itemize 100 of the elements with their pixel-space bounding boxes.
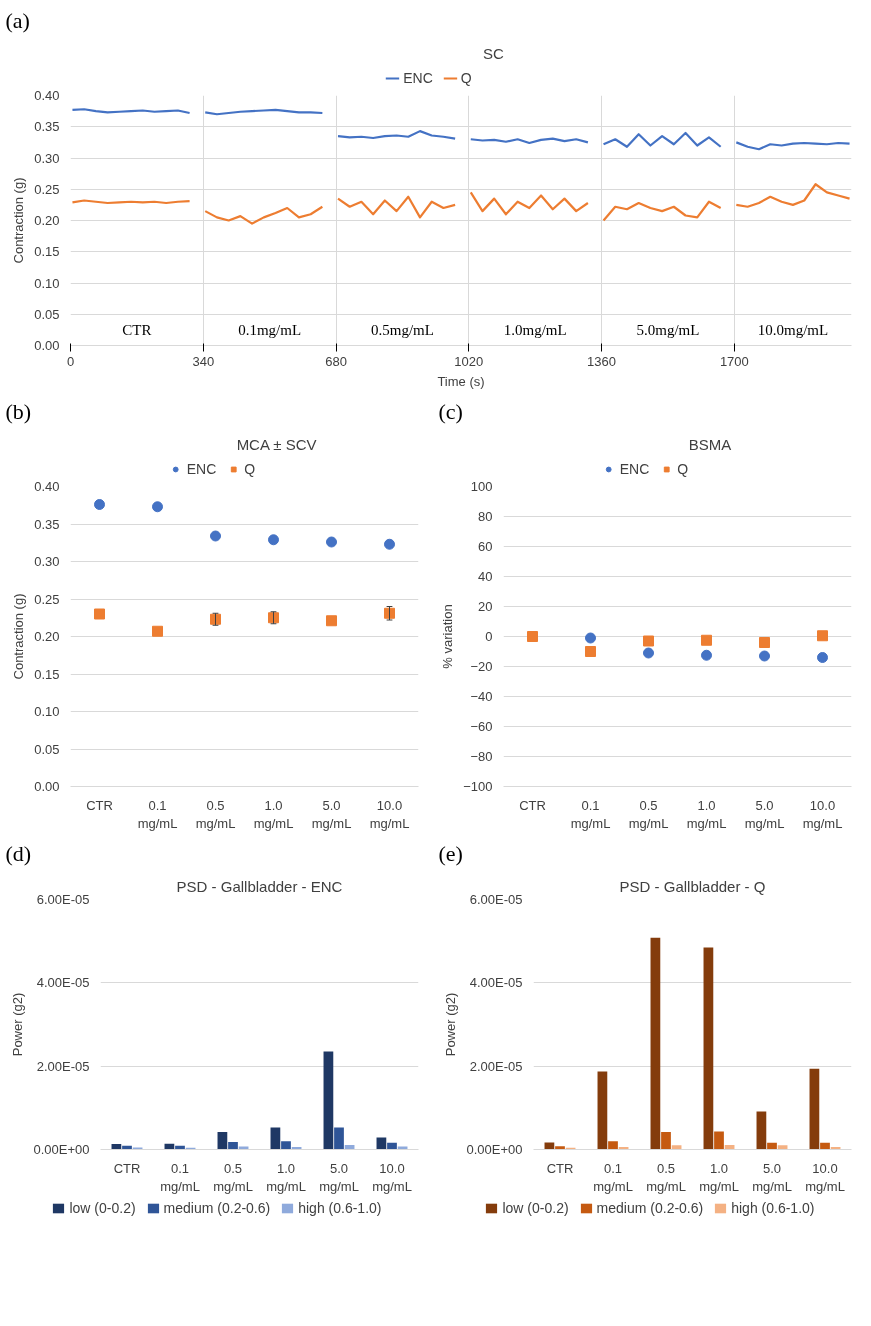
y-tick-label: 0.35 <box>34 119 60 135</box>
annotation: 1.0mg/mL <box>503 322 567 338</box>
x-tick-label: 1020 <box>454 353 484 369</box>
y-tick-label: 0.05 <box>34 741 60 757</box>
y-tick-label: 0 <box>485 629 493 644</box>
x-tick-label: 1700 <box>719 353 749 369</box>
y-tick-label: 0.40 <box>34 88 60 103</box>
y-tick-label: 6.00E-05 <box>36 892 90 907</box>
y-tick-label: 60 <box>478 539 493 554</box>
x-tick-label: CTR <box>113 1160 141 1176</box>
annotation: 0.5mg/mL <box>370 322 434 338</box>
y-axis-title: Power (g2) <box>443 992 459 1057</box>
y-tick-label: 0.10 <box>34 275 60 291</box>
y-tick-label: −80 <box>470 749 493 764</box>
y-axis-title: Power (g2) <box>10 992 26 1057</box>
y-tick-label: 0.00 <box>34 779 60 794</box>
chart-title: SC <box>483 44 505 62</box>
y-tick-label: −60 <box>470 719 493 734</box>
x-tick-label: 0.5 mg/mL <box>195 797 236 831</box>
y-tick-label: 0.30 <box>34 150 60 166</box>
x-tick-label: 5.0 mg/mL <box>311 797 352 831</box>
x-tick-label: 680 <box>325 353 347 369</box>
y-tick-label: 0.10 <box>34 704 60 719</box>
y-tick-label: 100 <box>470 479 493 494</box>
x-tick-label: 1.0 mg/mL <box>266 1160 306 1194</box>
x-tick-label: 0.5 mg/mL <box>646 1160 686 1194</box>
y-tick-label: 0.25 <box>34 181 60 197</box>
y-tick-label: 0.25 <box>34 591 60 607</box>
chart-title: BSMA <box>688 435 732 453</box>
legend-label: low (0-0.2) <box>502 1200 569 1216</box>
legend-label: ENC <box>619 461 650 477</box>
x-tick-label: 340 <box>192 353 215 369</box>
x-tick-label: 5.0 mg/mL <box>752 1160 792 1194</box>
y-tick-label: 0.00E+00 <box>33 1142 90 1157</box>
x-tick-label: 10.0 mg/mL <box>372 1160 412 1194</box>
legend-label: high (0.6-1.0) <box>298 1200 382 1216</box>
x-tick-label: 0.5 mg/mL <box>628 797 669 831</box>
legend-label: Q <box>460 70 473 86</box>
y-tick-label: 0.40 <box>34 479 60 494</box>
y-tick-label: 40 <box>478 569 493 584</box>
y-tick-label: 0.00E+00 <box>466 1142 523 1157</box>
legend-label: high (0.6-1.0) <box>731 1200 815 1216</box>
x-tick-label: 0.5 mg/mL <box>213 1160 253 1194</box>
annotation: 0.1mg/mL <box>238 322 302 338</box>
y-tick-label: 2.00E-05 <box>469 1058 523 1074</box>
y-tick-label: −100 <box>463 779 493 794</box>
x-tick-label: CTR <box>519 797 546 813</box>
x-tick-label: 10.0 mg/mL <box>805 1160 845 1194</box>
y-tick-label: 0.05 <box>34 306 60 322</box>
y-tick-label: 0.15 <box>34 666 60 682</box>
y-tick-label: 0.30 <box>34 554 60 569</box>
y-tick-label: −40 <box>470 689 493 704</box>
x-tick-label: CTR <box>86 797 113 813</box>
x-tick-label: CTR <box>546 1160 574 1176</box>
y-tick-label: −20 <box>470 659 493 674</box>
y-axis-title: Contraction (g) <box>11 593 27 680</box>
y-tick-label: 0.20 <box>34 213 60 228</box>
legend-label: medium (0.2-0.6) <box>596 1200 704 1216</box>
legend-label: low (0-0.2) <box>69 1200 136 1216</box>
x-tick-label: 0.1 mg/mL <box>137 797 178 831</box>
legend-label: Q <box>244 461 257 477</box>
x-tick-label: 5.0 mg/mL <box>744 797 785 831</box>
x-tick-label: 0.1 mg/mL <box>570 797 611 831</box>
text: (a) <box>5 7 30 33</box>
y-tick-label: 20 <box>478 599 493 614</box>
text: (b) <box>5 398 32 424</box>
x-tick-label: 1.0 mg/mL <box>699 1160 739 1194</box>
x-tick-label: 1.0 mg/mL <box>686 797 727 831</box>
y-axis-title: Contraction (g) <box>11 177 27 264</box>
x-tick-label: 1.0 mg/mL <box>253 797 294 831</box>
chart-title: PSD - Gallbladder - Q <box>619 877 766 895</box>
y-tick-label: 4.00E-05 <box>469 975 523 991</box>
x-tick-label: 0.1 mg/mL <box>160 1160 200 1194</box>
y-tick-label: 2.00E-05 <box>36 1058 90 1074</box>
y-tick-label: 0.35 <box>34 516 60 532</box>
legend-label: medium (0.2-0.6) <box>163 1200 271 1216</box>
x-tick-label: 10.0 mg/mL <box>802 797 843 831</box>
y-tick-label: 0.20 <box>34 629 60 644</box>
text: (e) <box>438 840 463 866</box>
y-tick-label: 80 <box>478 509 493 524</box>
legend-label: ENC <box>403 70 433 86</box>
y-tick-label: 4.00E-05 <box>36 975 90 991</box>
x-axis-title: Time (s) <box>437 373 485 389</box>
legend-label: Q <box>677 461 690 477</box>
x-tick-label: 5.0 mg/mL <box>319 1160 359 1194</box>
text: (c) <box>438 398 463 424</box>
y-tick-label: 0.00 <box>34 338 60 353</box>
legend-label: ENC <box>186 461 217 477</box>
annotation: 5.0mg/mL <box>636 322 700 338</box>
x-tick-label: 1360 <box>587 353 617 369</box>
chart-title: MCA ± SCV <box>236 435 317 453</box>
x-tick-label: 10.0 mg/mL <box>369 797 410 831</box>
y-tick-label: 6.00E-05 <box>469 892 523 907</box>
x-tick-label: 0.1 mg/mL <box>593 1160 633 1194</box>
text: (d) <box>5 840 32 866</box>
annotation: 10.0mg/mL <box>757 322 829 338</box>
annotation: CTR <box>122 322 152 338</box>
y-axis-title: % variation <box>440 604 456 669</box>
chart-title: PSD - Gallbladder - ENC <box>176 877 343 895</box>
y-tick-label: 0.15 <box>34 244 60 260</box>
